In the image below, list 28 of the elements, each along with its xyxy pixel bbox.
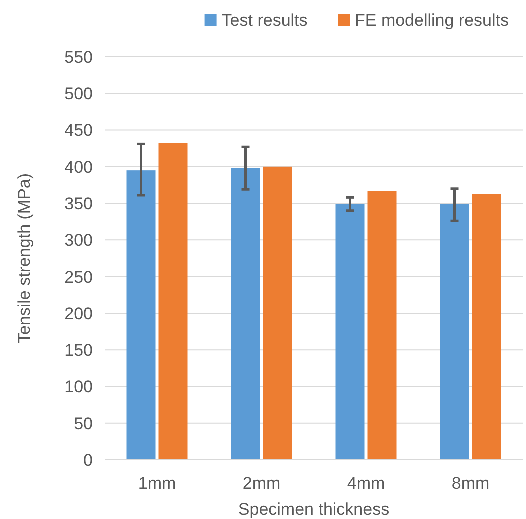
y-tick-label: 300: [64, 231, 93, 250]
x-tick-label: 2mm: [242, 474, 281, 493]
y-tick-label: 150: [64, 341, 93, 360]
y-tick-label: 100: [64, 378, 93, 397]
y-tick-label: 450: [64, 121, 93, 140]
y-tick-label: 350: [64, 194, 93, 214]
x-tick-label: 1mm: [138, 474, 176, 493]
y-tick-label: 200: [64, 304, 93, 324]
x-tick-label: 8mm: [452, 474, 490, 493]
y-axis-title: Tensile strength (MPa): [15, 173, 34, 344]
bar: [126, 170, 156, 460]
y-tick-label: 50: [74, 414, 93, 434]
bar: [158, 143, 188, 460]
y-tick-label: 0: [84, 450, 93, 470]
legend-label: FE modelling results: [355, 11, 510, 30]
y-tick-label: 550: [64, 48, 93, 67]
legend-label: Test results: [222, 11, 308, 30]
x-axis-title: Specimen thickness: [238, 500, 390, 519]
bar: [263, 166, 292, 460]
bar: [368, 191, 397, 460]
x-tick-label: 4mm: [347, 474, 386, 493]
bar: [440, 204, 470, 460]
bar: [336, 204, 365, 460]
y-tick-label: 400: [64, 158, 93, 177]
bar: [472, 194, 502, 460]
y-tick-label: 500: [64, 84, 93, 104]
y-tick-label: 250: [64, 268, 93, 287]
bar: [231, 168, 260, 460]
